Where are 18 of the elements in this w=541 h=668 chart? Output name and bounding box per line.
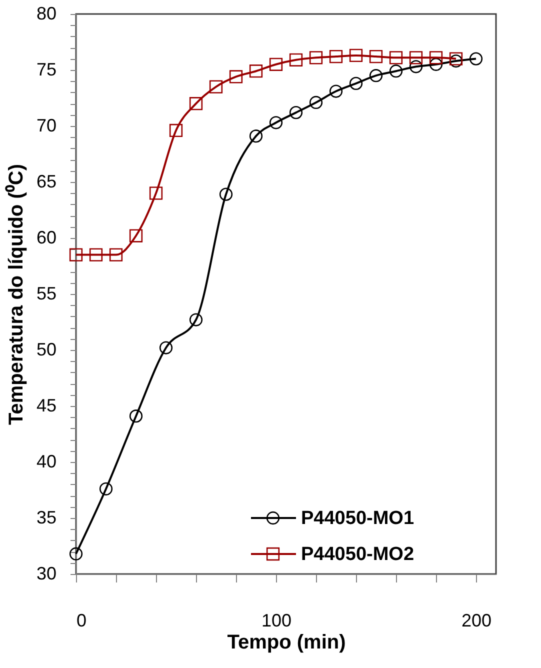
x-tick-label: 100 — [261, 610, 292, 630]
y-tick-label: 55 — [36, 284, 56, 304]
y-tick-label: 75 — [36, 60, 56, 80]
legend-label: P44050-MO1 — [301, 508, 414, 529]
x-tick-label: 200 — [461, 610, 492, 630]
y-tick-label: 30 — [36, 564, 56, 584]
x-axis-title: Tempo (min) — [227, 632, 346, 654]
y-tick-label: 80 — [36, 4, 56, 24]
x-tick-label: 0 — [76, 610, 87, 630]
y-tick-label: 40 — [36, 452, 56, 472]
y-tick-label: 35 — [36, 508, 56, 528]
y-tick-label: 60 — [36, 228, 56, 248]
y-axis-title: Temperatura do líquido (⁰C) — [4, 164, 28, 426]
y-tick-label: 70 — [36, 116, 56, 136]
y-tick-label: 45 — [36, 396, 56, 416]
legend-label: P44050-MO2 — [301, 544, 414, 565]
y-tick-label: 50 — [36, 340, 56, 360]
y-tick-label: 65 — [36, 172, 56, 192]
